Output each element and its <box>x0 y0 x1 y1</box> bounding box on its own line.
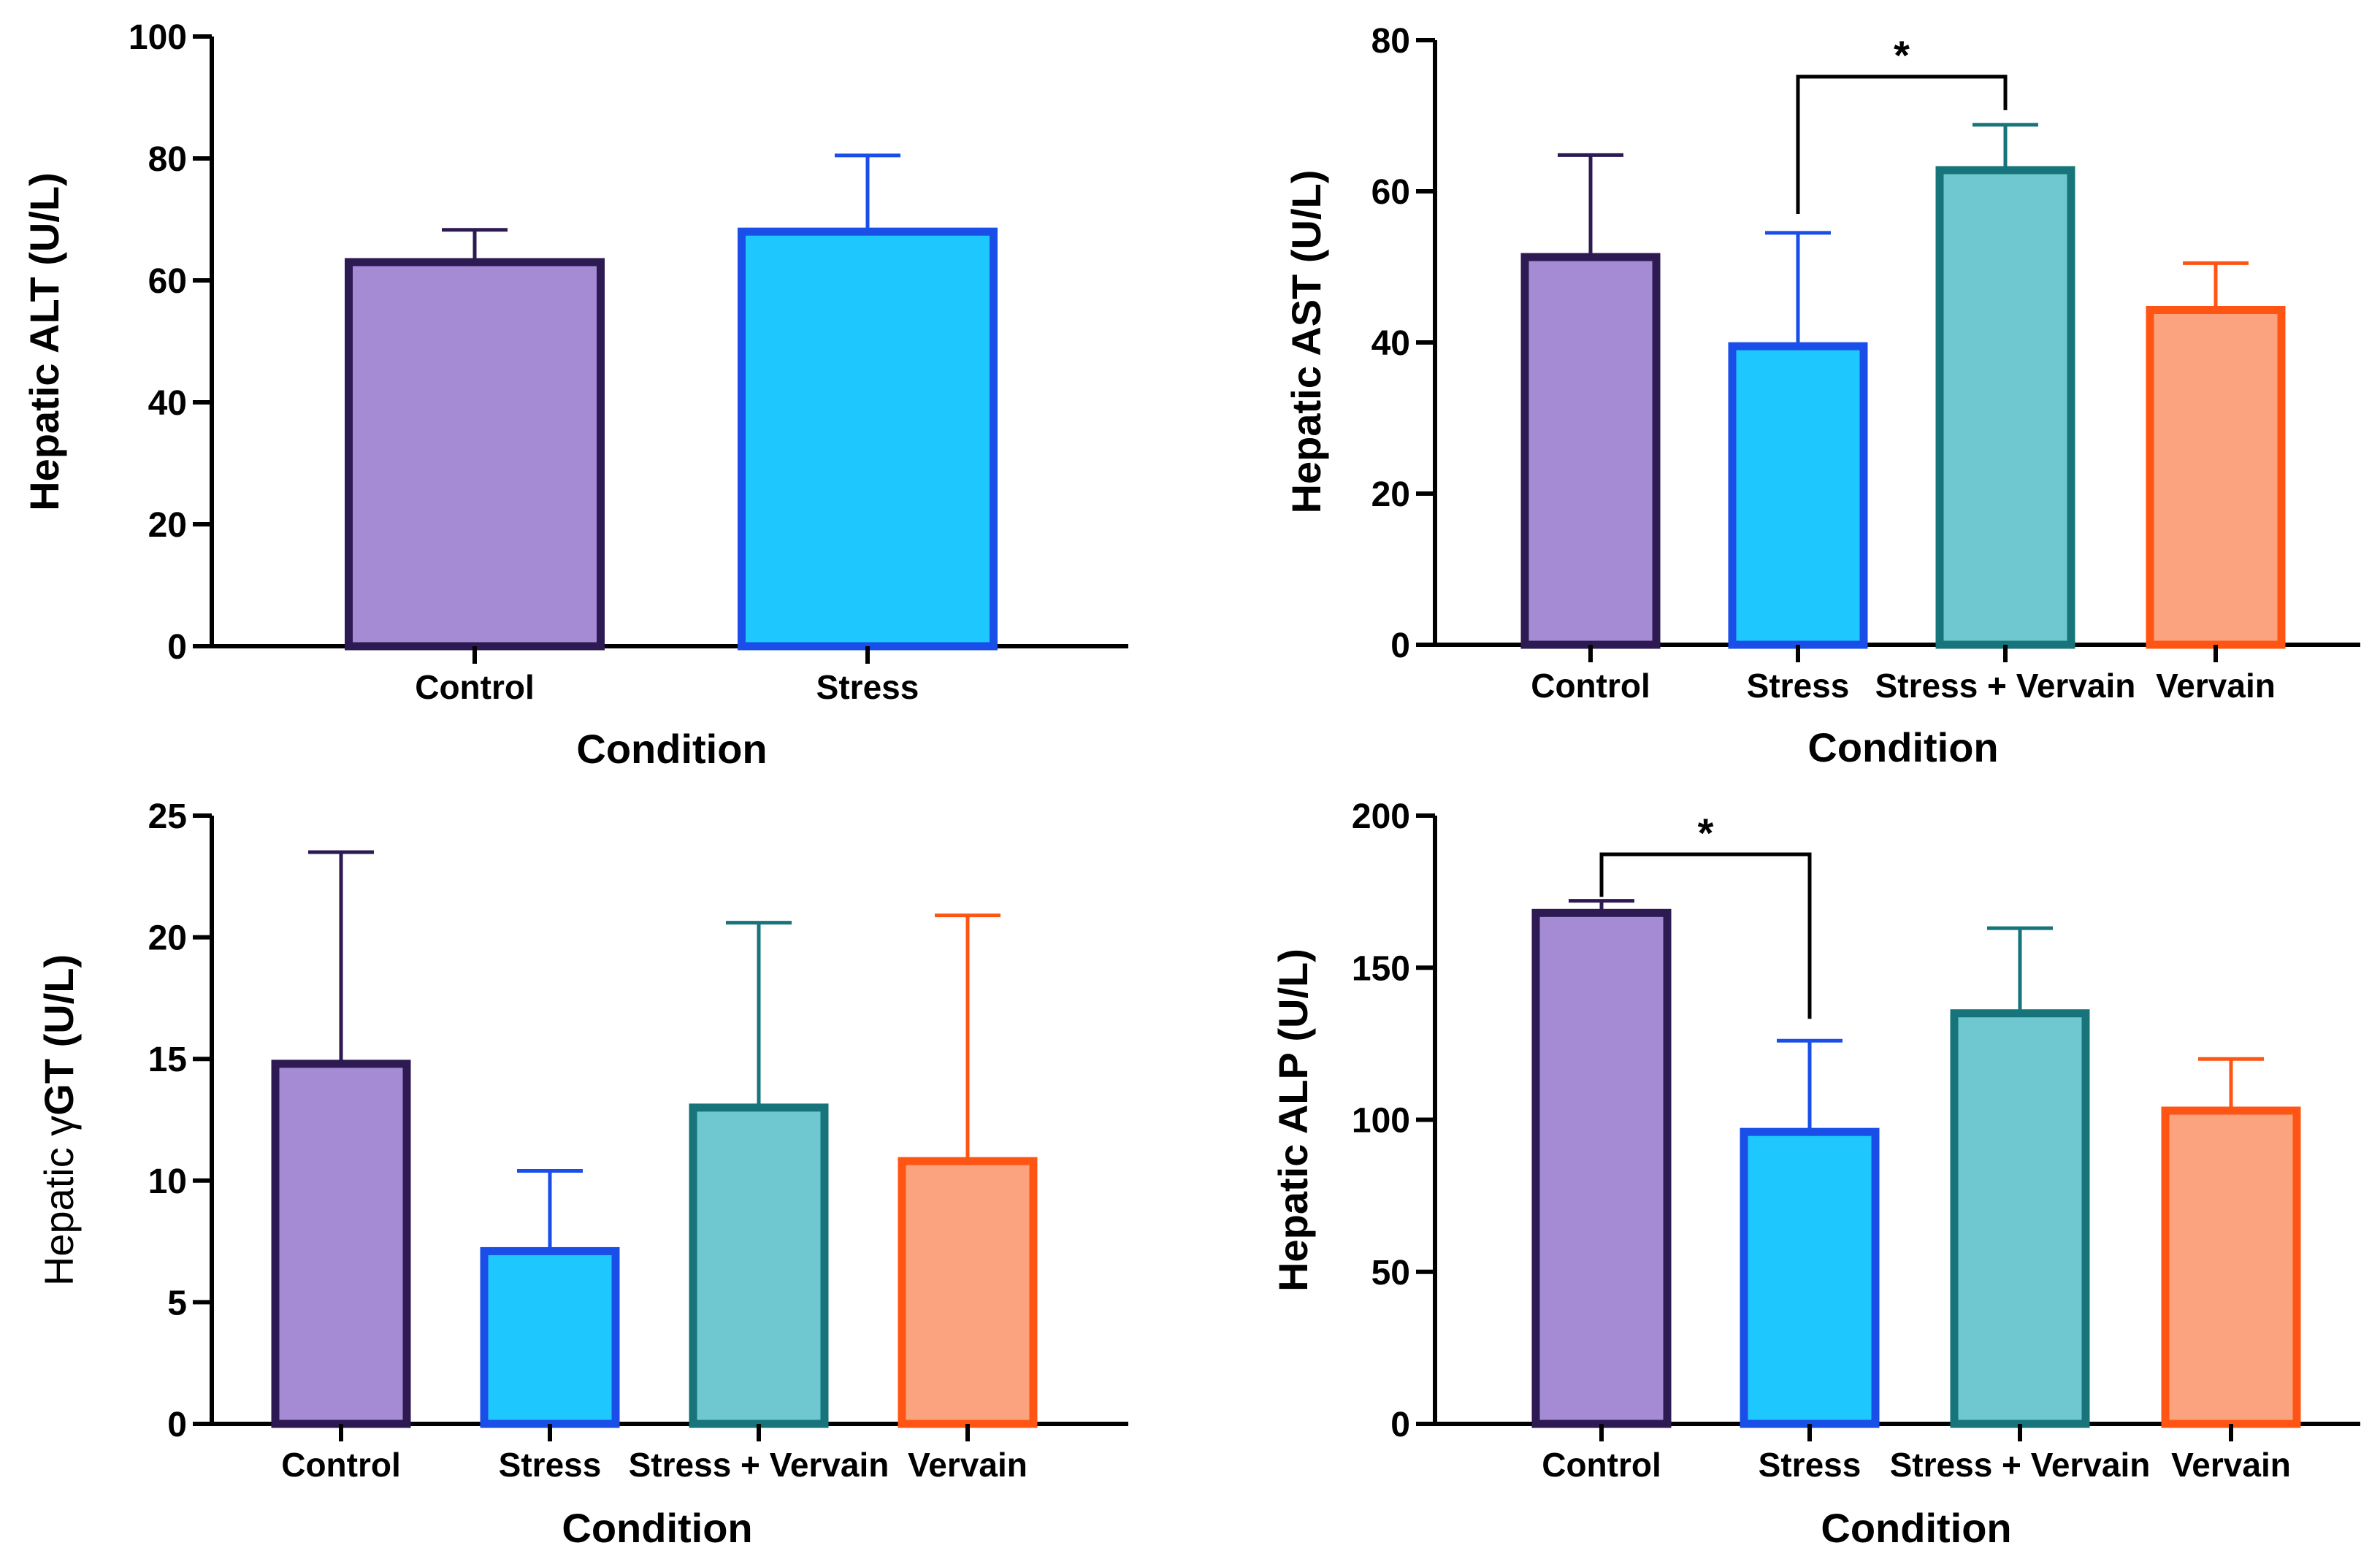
y-tick-label: 50 <box>1371 1254 1410 1292</box>
bar-vervain <box>898 1157 1038 1428</box>
x-tick-label-control: Control <box>1542 1446 1661 1484</box>
significance-bracket <box>1599 852 1812 1019</box>
y-tick-label: 80 <box>1371 22 1410 61</box>
y-tick-label: 5 <box>167 1284 187 1322</box>
bar-vervain <box>2161 1106 2301 1428</box>
x-tick-label-stress: Stress <box>499 1446 602 1484</box>
x-tick-label-stress-vervain: Stress + Vervain <box>629 1446 889 1484</box>
y-tick-label: 10 <box>148 1162 187 1201</box>
x-tick-label-control: Control <box>1531 667 1650 705</box>
x-tick-label-vervain: Vervain <box>908 1446 1028 1484</box>
bar-stress-vervain <box>1950 1009 2090 1428</box>
x-tick-label-vervain: Vervain <box>2156 667 2276 705</box>
y-axis-label-part: GT (U/L) <box>36 954 82 1116</box>
y-tick-label: 80 <box>148 140 187 179</box>
bar-stress <box>738 227 998 651</box>
x-tick-label-control: Control <box>415 668 535 706</box>
chart-panel-3: 0 5 10 15 20 25 Control Stress Stress + Vervain V… <box>36 797 1128 1551</box>
bar-vervain <box>2146 305 2286 649</box>
x-axis-label: Condition <box>562 1505 752 1551</box>
y-tick-label: 40 <box>1371 324 1410 363</box>
significance-label: * <box>1698 810 1714 856</box>
x-tick-label-stress: Stress <box>1759 1446 1861 1484</box>
chart-panel-2: 0 20 40 60 80 Control Stress Stress + Vervain Ve… <box>1283 22 2360 770</box>
bar-stress <box>480 1246 620 1428</box>
significance-label: * <box>1894 32 1910 78</box>
y-tick-label: 0 <box>167 1406 187 1444</box>
x-tick-label-stress: Stress <box>816 668 919 706</box>
y-tick-label: 0 <box>167 628 187 667</box>
x-tick-label-control: Control <box>281 1446 401 1484</box>
chart-panel-1: 0 20 40 60 80 100 Control Stress Condition Hepati… <box>21 18 1128 772</box>
x-axis-label: Condition <box>1821 1505 2011 1551</box>
x-tick-label-stress-vervain: Stress + Vervain <box>1875 667 2136 705</box>
y-axis-label-part: Hepatic ALP (U/L) <box>1270 949 1316 1292</box>
bar-stress-vervain <box>1935 166 2075 649</box>
bar-control <box>1531 908 1672 1428</box>
y-tick-label: 20 <box>148 506 187 545</box>
bar-stress <box>1728 342 1868 649</box>
x-axis-label: Condition <box>1807 724 1998 770</box>
y-tick-label: 25 <box>148 797 187 836</box>
y-axis-label: Hepatic ALT (U/L) <box>21 172 67 511</box>
y-tick-label: 100 <box>129 18 187 57</box>
y-axis-label-part: Hepatic AST (U/L) <box>1283 170 1329 514</box>
y-axis-label: Hepatic AST (U/L) <box>1283 170 1329 514</box>
y-tick-label: 0 <box>1390 627 1410 665</box>
significance-bracket <box>1796 74 2008 215</box>
y-tick-label: 100 <box>1352 1102 1410 1141</box>
y-tick-label: 60 <box>1371 173 1410 212</box>
y-tick-label: 150 <box>1352 949 1410 988</box>
y-axis-label-part: Hepatic γ <box>36 1116 82 1286</box>
y-tick-label: 60 <box>148 262 187 301</box>
x-axis-label: Condition <box>576 726 767 772</box>
bar-control <box>271 1060 411 1428</box>
y-tick-label: 0 <box>1390 1406 1410 1444</box>
bar-control <box>1520 253 1661 649</box>
x-tick-label-stress-vervain: Stress + Vervain <box>1890 1446 2151 1484</box>
bar-control <box>345 258 605 651</box>
y-axis-label: Hepatic γGT (U/L) <box>36 954 82 1286</box>
y-tick-label: 20 <box>148 919 187 958</box>
y-tick-label: 20 <box>1371 475 1410 514</box>
y-tick-label: 40 <box>148 384 187 423</box>
x-tick-label-stress: Stress <box>1747 667 1850 705</box>
bar-stress <box>1740 1127 1880 1428</box>
y-tick-label: 200 <box>1352 797 1410 836</box>
y-tick-label: 15 <box>148 1041 187 1079</box>
bar-stress-vervain <box>689 1103 829 1428</box>
y-axis-label: Hepatic ALP (U/L) <box>1270 949 1316 1292</box>
chart-panel-4: 0 50 100 150 200 Control Stress Stress + Vervai… <box>1270 797 2360 1551</box>
y-axis-label-part: Hepatic ALT (U/L) <box>21 172 67 511</box>
x-tick-label-vervain: Vervain <box>2171 1446 2291 1484</box>
